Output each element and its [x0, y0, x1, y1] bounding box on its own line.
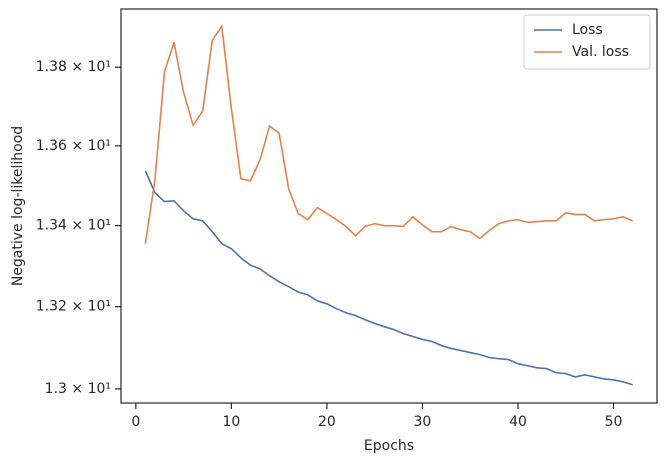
x-tick-label: 30	[414, 414, 432, 430]
legend-box	[523, 14, 651, 70]
y-axis-label: Negative log-likelihood	[10, 126, 26, 286]
x-tick-label: 0	[131, 414, 140, 430]
series-line	[144, 170, 633, 386]
x-tick-label: 10	[222, 414, 240, 430]
y-tick-label: 1.38 × 10¹	[36, 59, 111, 75]
y-tick-label: 1.32 × 10¹	[36, 299, 111, 315]
x-tick-label: 40	[509, 414, 527, 430]
x-axis-label: Epochs	[364, 438, 414, 454]
y-tick-label: 1.36 × 10¹	[36, 138, 111, 154]
y-tick-label: 1.34 × 10¹	[36, 218, 111, 234]
legend-label: Loss	[572, 22, 603, 38]
x-tick-label: 50	[605, 414, 623, 430]
x-tick-label: 20	[318, 414, 336, 430]
y-tick-label: 1.3 × 10¹	[45, 381, 111, 397]
plot-frame	[120, 8, 658, 404]
series-line	[144, 24, 633, 244]
legend-label: Val. loss	[572, 44, 629, 60]
